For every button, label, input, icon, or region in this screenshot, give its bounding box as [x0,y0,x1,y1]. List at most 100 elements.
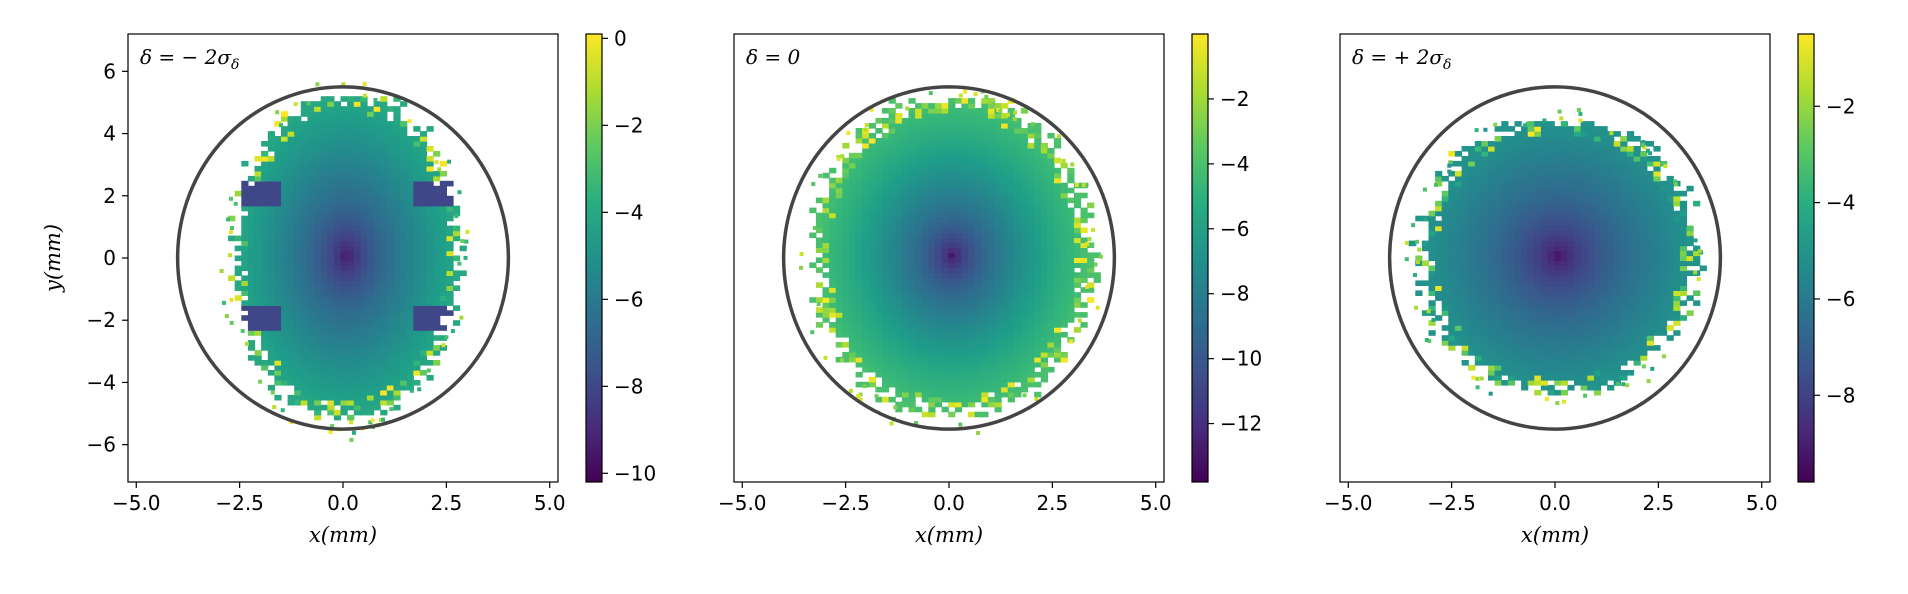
heatmap-cell [1494,375,1502,381]
heatmap-cell [1560,370,1568,376]
heatmap-cell [333,195,342,202]
heatmap-cell [1607,370,1615,376]
heatmap-cell [247,275,256,281]
heatmap-cell [895,113,903,119]
heatmap-cell [941,142,949,149]
heatmap-cell [1007,376,1015,383]
heatmap-cell [1547,260,1555,267]
heatmap-outlier [457,190,462,195]
heatmap-cell [1047,302,1055,308]
heatmap-cell [426,295,434,301]
heatmap-cell [1560,305,1568,311]
heatmap-cell [994,123,1002,129]
heatmap-cell [380,205,388,212]
heatmap-cell [908,252,916,258]
heatmap-cell [882,327,890,333]
heatmap-cell [413,315,421,321]
heatmap-cell [835,356,843,363]
heatmap-cell [1007,352,1015,358]
heatmap-cell [267,156,275,162]
heatmap-cell [433,275,441,281]
heatmap-cell [1560,255,1568,262]
heatmap-cell [333,165,342,172]
heatmap-cell [1007,322,1015,328]
heatmap-cell [1040,292,1048,298]
heatmap-cell [320,290,328,296]
heatmap-cell [1560,250,1568,257]
heatmap-cell [367,295,375,301]
heatmap-cell [1087,282,1095,288]
heatmap-cell [868,162,876,169]
heatmap-cell [848,257,857,263]
heatmap-cell [254,175,262,182]
heatmap-cell [1047,262,1055,268]
heatmap-cell [1540,335,1549,341]
heatmap-cell [1666,290,1674,296]
heatmap-cell [868,217,876,224]
heatmap-outlier [1081,183,1086,188]
heatmap-cell [281,340,289,346]
heatmap-cell [981,302,989,308]
heatmap-cell [908,212,916,219]
heatmap-cell [934,237,943,244]
heatmap-cell [901,137,910,144]
heatmap-cell [835,297,843,303]
heatmap-cell [400,101,408,107]
heatmap-cell [1014,132,1022,139]
heatmap-cell [1468,350,1476,356]
heatmap-cell [1014,222,1022,229]
heatmap-cell [353,355,361,361]
heatmap-cell [274,141,282,147]
heatmap-cell [314,394,322,401]
heatmap-cell [347,165,355,172]
heatmap-cell [333,290,342,296]
heatmap-cell [327,350,335,356]
heatmap-cell [1587,280,1595,286]
heatmap-cell [400,195,408,202]
heatmap-cell [254,360,262,366]
heatmap-cell [281,270,289,276]
heatmap-cell [1054,212,1062,219]
heatmap-cell [1020,292,1029,298]
heatmap-cell [862,137,870,144]
heatmap-cell [934,118,943,124]
heatmap-cell [426,210,434,217]
heatmap-cell [1054,182,1062,189]
heatmap-cell [1047,272,1055,278]
heatmap-cell [981,371,989,378]
heatmap-cell [1540,300,1549,306]
heatmap-cell [968,257,976,263]
heatmap-cell [1494,370,1502,376]
heatmap-cell [921,182,929,189]
heatmap-cell [267,160,275,167]
heatmap-cell [1540,280,1549,286]
heatmap-cell [1587,380,1595,386]
heatmap-cell [373,340,381,346]
heatmap-cell [314,389,322,396]
heatmap-cell [1474,315,1482,321]
heatmap-cell [300,245,308,252]
heatmap-cell [928,361,936,368]
heatmap-cell [267,195,275,202]
heatmap-cell [908,361,916,368]
heatmap-cell [261,280,269,286]
heatmap-cell [1607,245,1615,252]
heatmap-cell [300,131,308,137]
heatmap-cell [400,295,408,301]
heatmap-cell [426,335,434,341]
heatmap-cell [314,200,322,207]
heatmap-cell [300,335,308,341]
heatmap-cell [1441,290,1449,296]
heatmap-cell [340,270,348,276]
heatmap-cell [373,180,381,187]
heatmap-cell [1607,305,1615,311]
heatmap-cell [981,187,989,194]
heatmap-cell [868,312,876,318]
heatmap-cell [875,242,883,248]
heatmap-cell [1468,265,1476,272]
heatmap-cell [1567,255,1575,262]
heatmap-cell [835,342,843,348]
heatmap-cell [360,200,368,207]
heatmap-cell [241,250,249,257]
heatmap-cell [426,300,434,306]
